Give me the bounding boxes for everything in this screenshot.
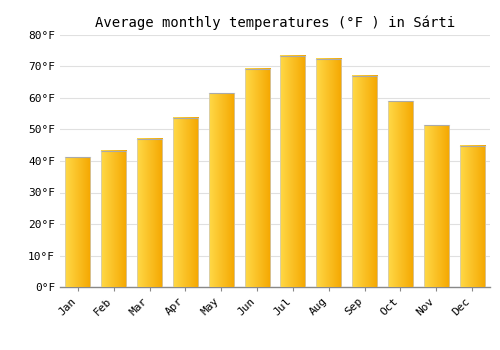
Title: Average monthly temperatures (°F ) in Sárti: Average monthly temperatures (°F ) in Sá… bbox=[95, 15, 455, 30]
